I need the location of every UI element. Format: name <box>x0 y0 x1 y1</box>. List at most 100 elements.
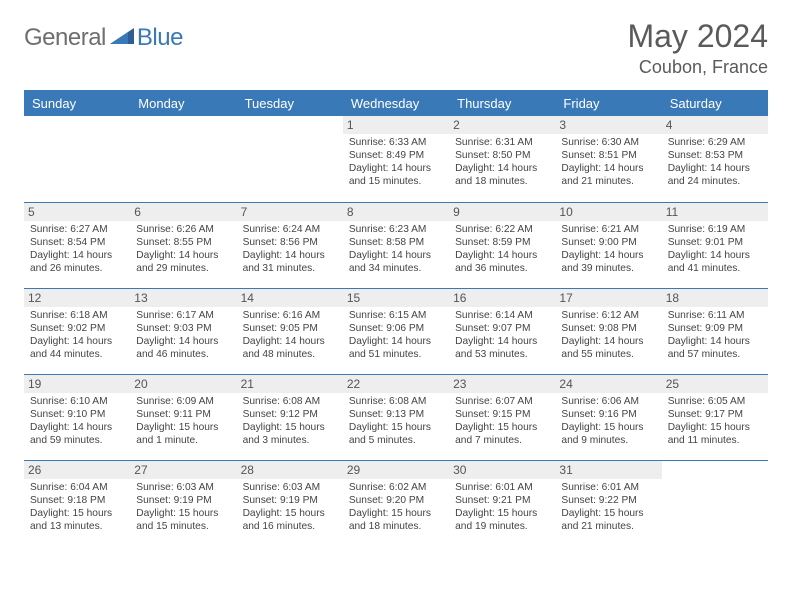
day-number: 24 <box>555 375 661 393</box>
calendar-day-cell: 1Sunrise: 6:33 AMSunset: 8:49 PMDaylight… <box>343 116 449 202</box>
day-details: Sunrise: 6:08 AMSunset: 9:12 PMDaylight:… <box>243 395 337 447</box>
location: Coubon, France <box>627 57 768 78</box>
day-details: Sunrise: 6:30 AMSunset: 8:51 PMDaylight:… <box>561 136 655 188</box>
day-details: Sunrise: 6:23 AMSunset: 8:58 PMDaylight:… <box>349 223 443 275</box>
day-details: Sunrise: 6:02 AMSunset: 9:20 PMDaylight:… <box>349 481 443 533</box>
day-details: Sunrise: 6:14 AMSunset: 9:07 PMDaylight:… <box>455 309 549 361</box>
calendar-day-cell: 3 Sunrise: 6:30 AMSunset: 8:51 PMDaylight… <box>555 116 661 202</box>
calendar-day-cell: 7 Sunrise: 6:24 AMSunset: 8:56 PMDaylight… <box>237 202 343 288</box>
calendar-week-row: 26Sunrise: 6:04 AMSunset: 9:18 PMDayligh… <box>24 460 768 546</box>
calendar-day-cell: 22 Sunrise: 6:08 AMSunset: 9:13 PMDayligh… <box>343 374 449 460</box>
weekday-header: Thursday <box>449 91 555 116</box>
calendar-week-row: 19 Sunrise: 6:10 AMSunset: 9:10 PMDayligh… <box>24 374 768 460</box>
calendar-day-cell: 13 Sunrise: 6:17 AMSunset: 9:03 PMDayligh… <box>130 288 236 374</box>
calendar-day-cell: 12 Sunrise: 6:18 AMSunset: 9:02 PMDayligh… <box>24 288 130 374</box>
calendar-day-cell <box>662 460 768 546</box>
day-number: 18 <box>662 289 768 307</box>
day-number: 16 <box>449 289 555 307</box>
day-details: Sunrise: 6:17 AMSunset: 9:03 PMDaylight:… <box>136 309 230 361</box>
day-details: Sunrise: 6:24 AMSunset: 8:56 PMDaylight:… <box>243 223 337 275</box>
day-details: Sunrise: 6:33 AMSunset: 8:49 PMDaylight:… <box>349 136 443 188</box>
day-details: Sunrise: 6:04 AMSunset: 9:18 PMDaylight:… <box>30 481 124 533</box>
calendar-day-cell: 5Sunrise: 6:27 AMSunset: 8:54 PMDaylight… <box>24 202 130 288</box>
calendar-day-cell: 28 Sunrise: 6:03 AMSunset: 9:19 PMDayligh… <box>237 460 343 546</box>
brand-text-general: General <box>24 24 106 52</box>
day-details: Sunrise: 6:26 AMSunset: 8:55 PMDaylight:… <box>136 223 230 275</box>
weekday-header: Sunday <box>24 91 130 116</box>
day-number: 10 <box>555 203 661 221</box>
day-number: 4 <box>662 116 768 134</box>
day-details: Sunrise: 6:01 AMSunset: 9:22 PMDaylight:… <box>561 481 655 533</box>
day-number: 25 <box>662 375 768 393</box>
day-details: Sunrise: 6:07 AMSunset: 9:15 PMDaylight:… <box>455 395 549 447</box>
day-details: Sunrise: 6:06 AMSunset: 9:16 PMDaylight:… <box>561 395 655 447</box>
calendar-week-row: 5Sunrise: 6:27 AMSunset: 8:54 PMDaylight… <box>24 202 768 288</box>
day-number: 2 <box>449 116 555 134</box>
day-number: 20 <box>130 375 236 393</box>
day-number: 31 <box>555 461 661 479</box>
day-details: Sunrise: 6:16 AMSunset: 9:05 PMDaylight:… <box>243 309 337 361</box>
day-number: 27 <box>130 461 236 479</box>
weekday-header: Saturday <box>662 91 768 116</box>
day-details: Sunrise: 6:21 AMSunset: 9:00 PMDaylight:… <box>561 223 655 275</box>
day-details: Sunrise: 6:18 AMSunset: 9:02 PMDaylight:… <box>30 309 124 361</box>
calendar-day-cell: 14 Sunrise: 6:16 AMSunset: 9:05 PMDayligh… <box>237 288 343 374</box>
day-details: Sunrise: 6:03 AMSunset: 9:19 PMDaylight:… <box>243 481 337 533</box>
weekday-header: Wednesday <box>343 91 449 116</box>
calendar-day-cell: 4Sunrise: 6:29 AMSunset: 8:53 PMDaylight… <box>662 116 768 202</box>
day-details: Sunrise: 6:19 AMSunset: 9:01 PMDaylight:… <box>668 223 762 275</box>
brand-logo: General Blue <box>24 24 183 52</box>
day-number: 12 <box>24 289 130 307</box>
calendar-day-cell <box>24 116 130 202</box>
calendar-day-cell: 6 Sunrise: 6:26 AMSunset: 8:55 PMDaylight… <box>130 202 236 288</box>
calendar-day-cell: 21 Sunrise: 6:08 AMSunset: 9:12 PMDayligh… <box>237 374 343 460</box>
day-number: 13 <box>130 289 236 307</box>
calendar-day-cell: 8 Sunrise: 6:23 AMSunset: 8:58 PMDaylight… <box>343 202 449 288</box>
day-number: 15 <box>343 289 449 307</box>
day-number: 8 <box>343 203 449 221</box>
day-details: Sunrise: 6:27 AMSunset: 8:54 PMDaylight:… <box>30 223 124 275</box>
day-number: 22 <box>343 375 449 393</box>
day-number: 23 <box>449 375 555 393</box>
weekday-header: Monday <box>130 91 236 116</box>
calendar-day-cell: 31 Sunrise: 6:01 AMSunset: 9:22 PMDayligh… <box>555 460 661 546</box>
calendar-table: SundayMondayTuesdayWednesdayThursdayFrid… <box>24 91 768 546</box>
day-number: 30 <box>449 461 555 479</box>
day-details: Sunrise: 6:01 AMSunset: 9:21 PMDaylight:… <box>455 481 549 533</box>
weekday-header-row: SundayMondayTuesdayWednesdayThursdayFrid… <box>24 91 768 116</box>
day-number: 3 <box>555 116 661 134</box>
day-number: 21 <box>237 375 343 393</box>
title-block: May 2024 Coubon, France <box>627 18 768 78</box>
day-number: 14 <box>237 289 343 307</box>
day-number: 9 <box>449 203 555 221</box>
day-details: Sunrise: 6:10 AMSunset: 9:10 PMDaylight:… <box>30 395 124 447</box>
day-number: 6 <box>130 203 236 221</box>
brand-text-blue: Blue <box>137 24 183 52</box>
calendar-day-cell: 9Sunrise: 6:22 AMSunset: 8:59 PMDaylight… <box>449 202 555 288</box>
calendar-week-row: 12 Sunrise: 6:18 AMSunset: 9:02 PMDayligh… <box>24 288 768 374</box>
calendar-day-cell: 10 Sunrise: 6:21 AMSunset: 9:00 PMDayligh… <box>555 202 661 288</box>
day-number: 7 <box>237 203 343 221</box>
day-number: 29 <box>343 461 449 479</box>
weekday-header: Friday <box>555 91 661 116</box>
calendar-day-cell: 23 Sunrise: 6:07 AMSunset: 9:15 PMDayligh… <box>449 374 555 460</box>
calendar-day-cell: 27Sunrise: 6:03 AMSunset: 9:19 PMDayligh… <box>130 460 236 546</box>
calendar-day-cell: 20Sunrise: 6:09 AMSunset: 9:11 PMDayligh… <box>130 374 236 460</box>
day-details: Sunrise: 6:08 AMSunset: 9:13 PMDaylight:… <box>349 395 443 447</box>
header: General Blue May 2024 Coubon, France <box>24 18 768 78</box>
day-details: Sunrise: 6:05 AMSunset: 9:17 PMDaylight:… <box>668 395 762 447</box>
calendar-day-cell: 25 Sunrise: 6:05 AMSunset: 9:17 PMDayligh… <box>662 374 768 460</box>
month-year: May 2024 <box>627 18 768 55</box>
calendar-day-cell: 24 Sunrise: 6:06 AMSunset: 9:16 PMDayligh… <box>555 374 661 460</box>
day-number: 28 <box>237 461 343 479</box>
calendar-day-cell: 30 Sunrise: 6:01 AMSunset: 9:21 PMDayligh… <box>449 460 555 546</box>
weekday-header: Tuesday <box>237 91 343 116</box>
day-details: Sunrise: 6:11 AMSunset: 9:09 PMDaylight:… <box>668 309 762 361</box>
calendar-day-cell: 2 Sunrise: 6:31 AMSunset: 8:50 PMDaylight… <box>449 116 555 202</box>
calendar-day-cell: 17 Sunrise: 6:12 AMSunset: 9:08 PMDayligh… <box>555 288 661 374</box>
day-number: 17 <box>555 289 661 307</box>
day-details: Sunrise: 6:31 AMSunset: 8:50 PMDaylight:… <box>455 136 549 188</box>
calendar-week-row: 1Sunrise: 6:33 AMSunset: 8:49 PMDaylight… <box>24 116 768 202</box>
day-number: 19 <box>24 375 130 393</box>
day-details: Sunrise: 6:12 AMSunset: 9:08 PMDaylight:… <box>561 309 655 361</box>
